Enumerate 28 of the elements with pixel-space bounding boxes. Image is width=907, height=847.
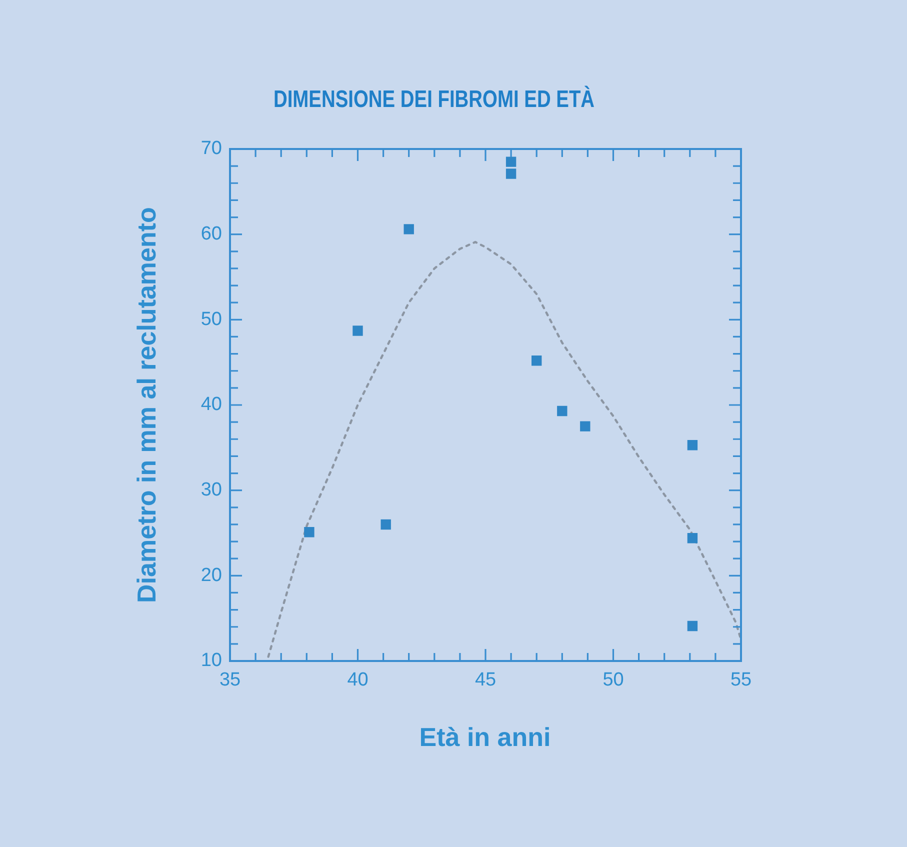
x-tick-label: 50 [602,670,624,691]
x-tick-label: 40 [347,670,368,691]
y-tick-label: 40 [200,394,222,416]
point [557,406,568,416]
point [506,168,516,179]
point [304,527,314,538]
y-tick-label: 60 [200,224,222,245]
y-tick-label: 70 [200,138,222,160]
point [404,224,414,234]
x-tick-label: 35 [219,670,241,691]
point [532,356,542,366]
x-axis-title: Età in anni [419,722,551,753]
y-tick-label: 10 [200,650,222,672]
point [580,421,590,432]
y-tick-label: 20 [200,564,222,586]
point [506,156,516,167]
y-tick-label: 30 [200,480,222,501]
x-tick-label: 45 [474,670,496,691]
y-axis-title: Diametro in mm al reclutamento [132,207,162,603]
line-series [267,240,741,658]
point [380,519,391,530]
point [687,533,698,544]
point [687,620,698,632]
x-tick-label: 55 [730,670,752,691]
chart-title: DIMENSIONE DEI FIBROMI ED ETÀ [273,86,595,114]
point [687,440,698,450]
point [352,326,363,336]
y-tick-label: 50 [200,308,222,330]
